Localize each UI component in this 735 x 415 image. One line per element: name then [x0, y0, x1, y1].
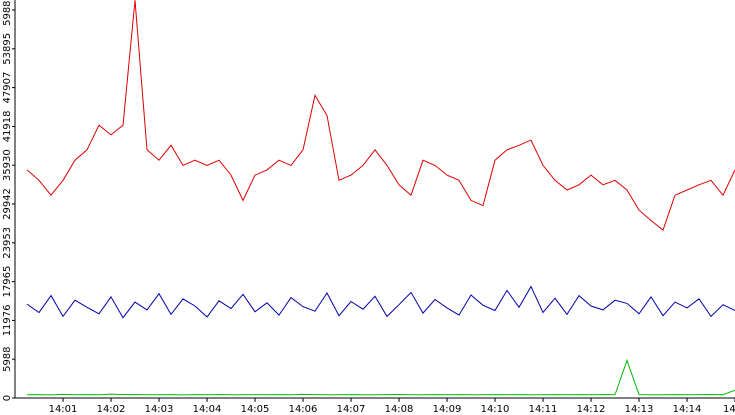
x-tick-label: 14:02	[97, 404, 126, 415]
y-tick-label: 0	[2, 395, 13, 401]
y-tick-label: 11976	[2, 304, 13, 336]
x-tick-label: 14:13	[625, 404, 654, 415]
x-tick-label: 14:07	[337, 404, 366, 415]
series-line	[26, 358, 735, 396]
series-line	[26, 0, 735, 232]
x-tick-label: 14:04	[193, 404, 222, 415]
x-tick-label: 14:05	[241, 404, 270, 415]
y-tick-label: 47907	[2, 72, 13, 104]
y-tick-label: 5988	[2, 346, 13, 371]
y-tick-label: 29942	[2, 188, 13, 220]
x-tick-label: 14:12	[577, 404, 606, 415]
y-tick-label: 17965	[2, 266, 13, 298]
x-tick-label: 14	[723, 404, 735, 415]
x-tick-label: 14:11	[529, 404, 558, 415]
x-tick-label: 14:09	[433, 404, 462, 415]
y-tick-label: 53895	[2, 33, 13, 65]
series-line	[26, 285, 735, 319]
x-tick-label: 14:08	[385, 404, 414, 415]
x-tick-label: 14:06	[289, 404, 318, 415]
x-tick-label: 14:10	[481, 404, 510, 415]
x-tick-label: 14:03	[145, 404, 174, 415]
x-tick-label: 14:01	[49, 404, 78, 415]
y-tick-label: 59884	[2, 0, 13, 26]
y-tick-label: 23953	[2, 227, 13, 259]
x-tick-label: 14:14	[673, 404, 702, 415]
y-tick-label: 41918	[2, 110, 13, 142]
y-tick-label: 35930	[2, 149, 13, 181]
